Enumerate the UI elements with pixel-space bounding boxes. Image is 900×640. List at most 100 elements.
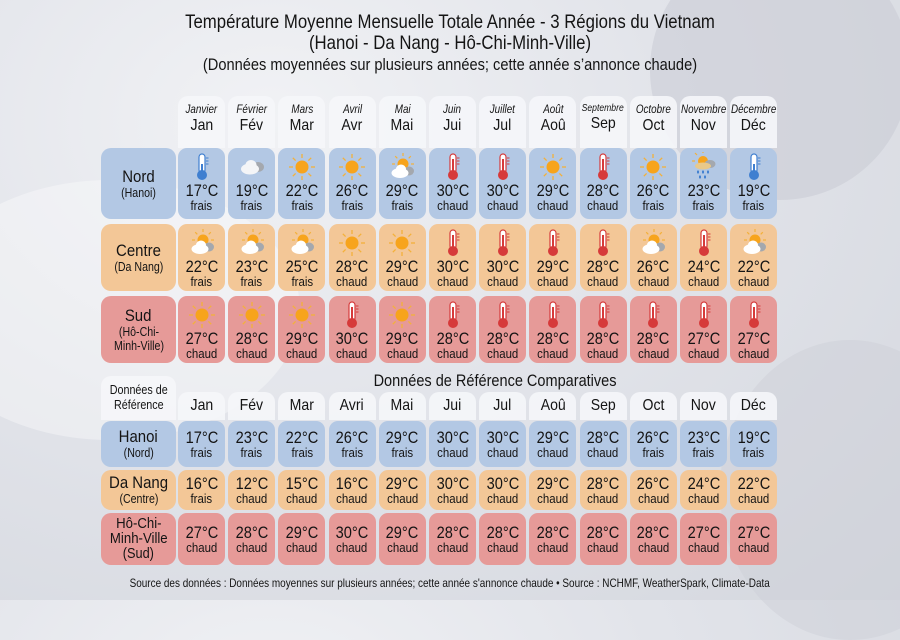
thermometer-hot-icon	[587, 228, 619, 258]
temperature-descriptor: chaud	[537, 444, 569, 460]
temperature-value: 29°C	[385, 522, 419, 542]
reference-title-text: Données de Référence Comparatives	[373, 372, 617, 390]
temperature-descriptor: frais	[692, 198, 715, 213]
temperature-descriptor: chaud	[436, 346, 469, 361]
ref-month-abbr: Déc	[741, 397, 767, 414]
month-abbr: Oct	[642, 117, 665, 134]
temperature-descriptor: chaud	[687, 274, 720, 289]
month-full-name: Octobre	[635, 102, 671, 116]
temperature-value: 24°C	[687, 257, 720, 276]
temperature-value: 22°C	[737, 473, 771, 493]
temperature-value: 29°C	[285, 329, 319, 348]
temperature-value: 28°C	[536, 522, 570, 542]
temperature-descriptor: chaud	[637, 539, 669, 555]
month-header-déc: Décembre Déc	[730, 96, 778, 148]
temperature-value: 28°C	[636, 522, 670, 542]
ref-temp-cell-centre-jul: 30°C chaud	[479, 470, 527, 510]
ref-temp-cell-sud-mai: 29°C chaud	[378, 513, 426, 565]
ref-city-name: Hô-Chi-	[115, 515, 162, 532]
ref-temp-cell-centre-sep: 28°C chaud	[579, 470, 627, 510]
temperature-value: 29°C	[536, 257, 570, 276]
temperature-descriptor: frais	[341, 444, 363, 460]
ref-temp-cell-nord-jan: 17°C frais	[178, 421, 225, 467]
ref-temp-cell-sud-jan: 27°C chaud	[178, 513, 225, 565]
temperature-descriptor: chaud	[336, 490, 368, 506]
thermometer-hot-icon	[437, 152, 469, 182]
temperature-descriptor: frais	[190, 198, 213, 213]
temp-cell-nord-jul: 30°C chaud	[479, 148, 527, 219]
month-full-name: Juin	[443, 102, 462, 116]
temperature-descriptor: chaud	[637, 346, 669, 361]
temperature-descriptor: chaud	[587, 346, 619, 361]
temperature-value: 22°C	[285, 181, 319, 200]
ref-temp-cell-sud-aoû: 28°C chaud	[529, 513, 577, 565]
ref-month-abbr: Oct	[642, 397, 665, 414]
temperature-value: 25°C	[285, 257, 319, 276]
temperature-value: 26°C	[636, 257, 670, 276]
partly-cloudy-icon	[186, 228, 218, 258]
month-full-name: Février	[236, 102, 267, 116]
temp-cell-centre-jan: 22°C frais	[178, 224, 225, 291]
ref-month-abbr: Avri	[340, 397, 365, 414]
ref-temp-cell-centre-aoû: 29°C chaud	[529, 470, 577, 510]
temperature-descriptor: chaud	[436, 539, 469, 555]
thermometer-hot-icon	[487, 300, 519, 330]
temperature-descriptor: chaud	[587, 490, 619, 506]
thermometer-hot-icon	[587, 300, 619, 330]
ref-temp-cell-sud-sep: 28°C chaud	[579, 513, 627, 565]
temperature-descriptor: chaud	[687, 346, 720, 361]
ref-month-abbr: Aoû	[540, 397, 566, 414]
sun-icon	[336, 228, 368, 258]
temp-cell-nord-avr: 26°C frais	[328, 148, 376, 219]
temperature-value: 29°C	[385, 427, 419, 447]
ref-city-label-nord: Hanoi (Nord)	[101, 421, 176, 467]
temperature-descriptor: chaud	[436, 444, 469, 460]
temperature-descriptor: frais	[240, 444, 263, 460]
temp-cell-centre-déc: 22°C chaud	[730, 224, 778, 291]
temperature-value: 23°C	[235, 257, 269, 276]
temp-cell-centre-oct: 26°C chaud	[629, 224, 677, 291]
temperature-value: 28°C	[335, 257, 369, 276]
month-full-name: Mai	[394, 102, 411, 116]
ref-month-abbr: Jui	[443, 397, 462, 414]
ref-month-header-aoû: Aoû	[529, 392, 577, 420]
temperature-value: 26°C	[636, 427, 670, 447]
region-label-centre: Centre (Da Nang)	[101, 224, 176, 291]
region-city: (Hanoi)	[121, 185, 156, 200]
temperature-value: 28°C	[586, 181, 620, 200]
temperature-value: 28°C	[235, 329, 269, 348]
month-header-nov: Novembre Nov	[680, 96, 727, 148]
thermometer-hot-icon	[537, 300, 569, 330]
ref-temp-cell-sud-oct: 28°C chaud	[629, 513, 677, 565]
ref-city-name: Minh-Ville	[109, 530, 168, 547]
ref-month-header-déc: Déc	[730, 392, 778, 420]
month-abbr: Mar	[289, 117, 315, 134]
month-full-name: Janvier	[185, 102, 218, 116]
temperature-descriptor: chaud	[286, 539, 318, 555]
month-header-jul: Juillet Jul	[479, 96, 527, 148]
temp-cell-sud-avr: 30°C chaud	[328, 296, 376, 363]
region-label-nord: Nord (Hanoi)	[101, 148, 176, 219]
month-full-name: Novembre	[680, 102, 727, 116]
month-abbr: Jui	[443, 117, 462, 134]
temperature-descriptor: chaud	[587, 274, 619, 289]
ref-temp-cell-nord-déc: 19°C frais	[730, 421, 778, 467]
thermometer-hot-icon	[437, 300, 469, 330]
month-header-oct: Octobre Oct	[629, 96, 677, 148]
thermometer-hot-icon	[688, 228, 720, 258]
temp-cell-sud-fév: 28°C chaud	[228, 296, 276, 363]
temperature-value: 16°C	[185, 473, 218, 493]
temperature-value: 30°C	[335, 522, 369, 542]
ref-month-header-sep: Sep	[579, 392, 627, 420]
temperature-value: 29°C	[536, 427, 570, 447]
temperature-value: 23°C	[235, 427, 269, 447]
ref-city-label-sud: Hô-Chi- Minh-Ville (Sud)	[101, 513, 176, 565]
temperature-descriptor: frais	[190, 490, 213, 506]
ref-temp-cell-centre-fév: 12°C chaud	[228, 470, 276, 510]
temp-cell-nord-nov: 23°C frais	[680, 148, 727, 219]
ref-month-header-jan: Jan	[178, 392, 225, 420]
temperature-value: 27°C	[185, 522, 218, 542]
region-label-sud: Sud (Hô-Chi-Minh-Ville)	[101, 296, 176, 363]
temperature-value: 30°C	[486, 181, 520, 200]
region-name: Centre	[116, 240, 161, 260]
